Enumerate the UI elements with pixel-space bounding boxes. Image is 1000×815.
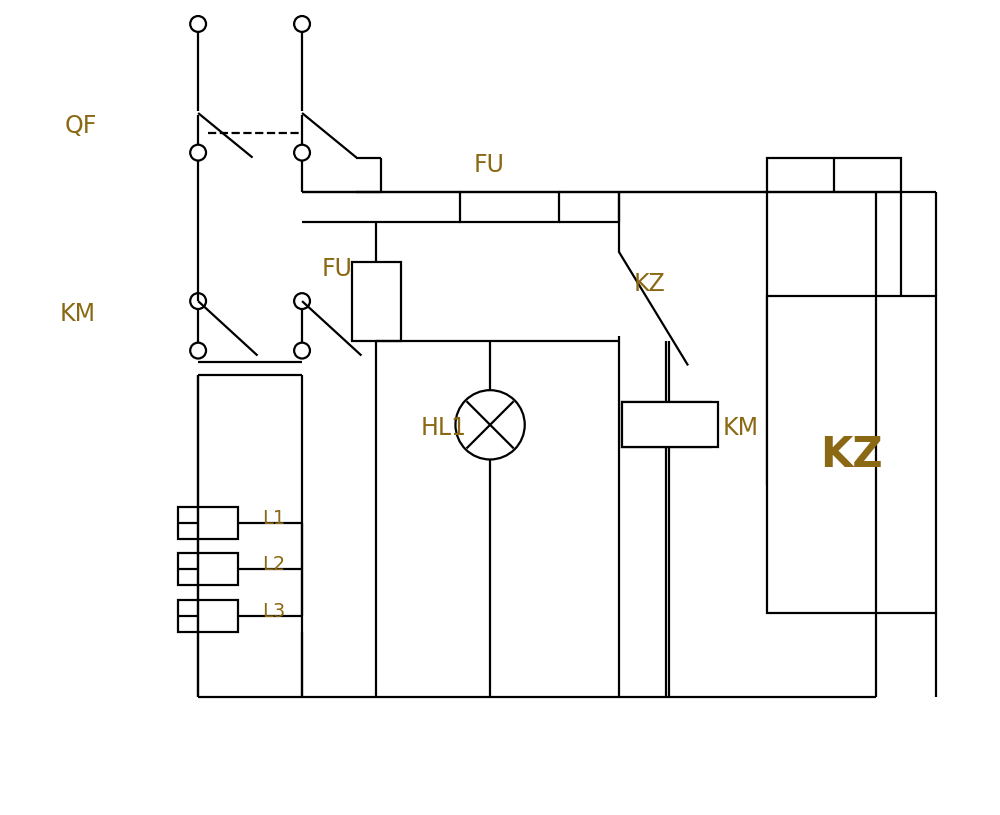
Bar <box>460 192 559 222</box>
Bar <box>352 262 401 341</box>
Bar <box>622 402 711 447</box>
Bar <box>178 553 238 585</box>
Text: KM: KM <box>723 416 759 439</box>
Text: QF: QF <box>64 114 97 138</box>
Text: KZ: KZ <box>634 272 665 296</box>
Bar <box>178 507 238 539</box>
Text: L2: L2 <box>262 555 286 575</box>
Text: KM: KM <box>60 302 96 326</box>
Bar <box>622 402 718 447</box>
Text: FU: FU <box>322 258 353 281</box>
Bar <box>767 157 901 484</box>
Text: FU: FU <box>473 153 504 178</box>
Bar <box>767 296 936 613</box>
Text: HL1: HL1 <box>421 416 467 439</box>
Bar <box>178 600 238 632</box>
Text: L1: L1 <box>262 509 286 528</box>
Text: L3: L3 <box>262 601 286 621</box>
Text: KZ: KZ <box>820 434 883 475</box>
